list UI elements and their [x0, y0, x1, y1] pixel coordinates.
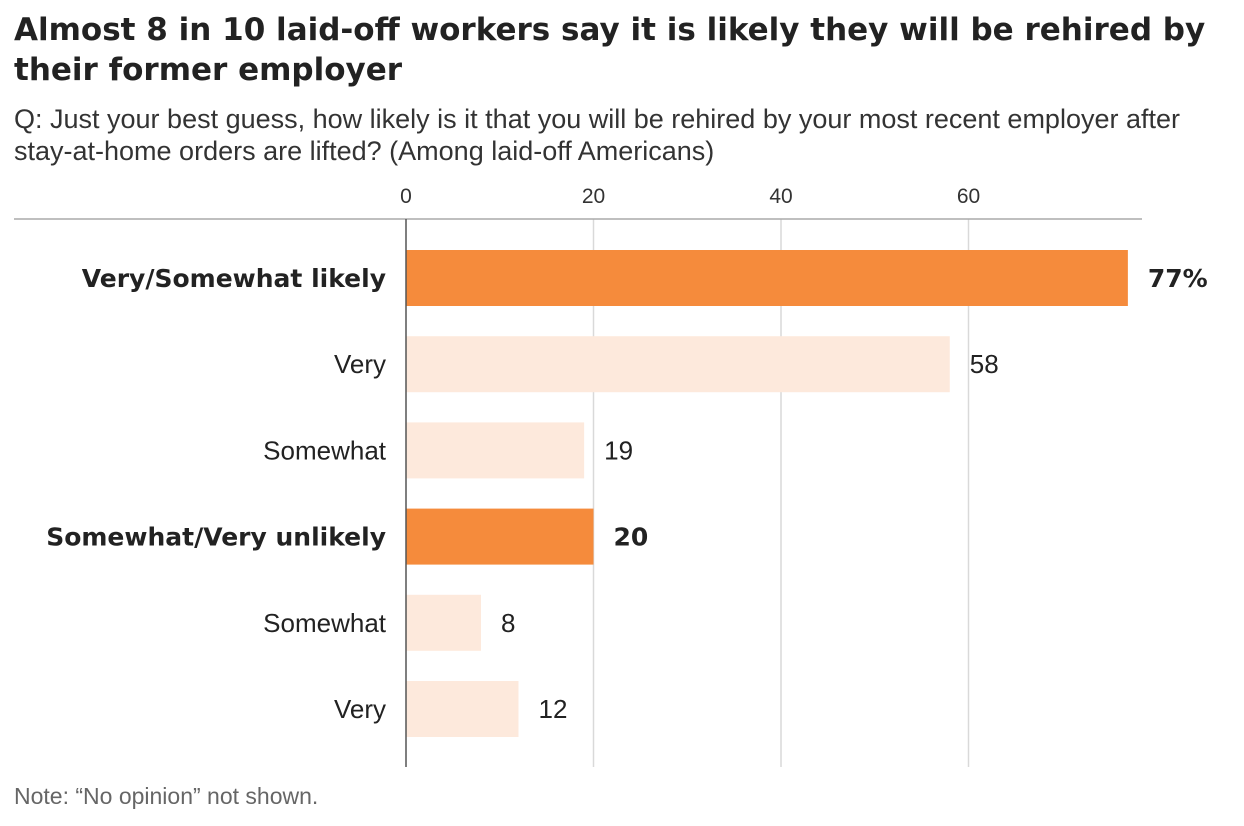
bar — [406, 594, 481, 651]
bars: Very/Somewhat likely 77% Very 58 Somewhat 19 S… — [46, 250, 1208, 737]
chart-note: Note: “No opinion” not shown. — [14, 783, 319, 809]
bar — [406, 422, 585, 479]
category-label: Very/Somewhat likely — [82, 264, 386, 293]
data-label: 20 — [614, 523, 649, 552]
category-label: Very — [334, 349, 386, 379]
category-label: Very — [334, 694, 386, 724]
bar — [406, 250, 1128, 306]
bar-chart: 0 20 40 60 Very/Somewhat likely 77% Very 58 Som… — [14, 185, 1208, 767]
chart-subtitle: Q: Just your best guess, how likely is i… — [14, 104, 1180, 166]
category-label: Somewhat — [263, 608, 387, 638]
x-tick-label: 60 — [957, 185, 980, 208]
gridlines — [592, 219, 970, 767]
data-label: 8 — [501, 608, 515, 638]
x-tick-label: 20 — [582, 185, 605, 208]
data-label: 58 — [970, 349, 999, 379]
category-label: Somewhat/Very unlikely — [46, 523, 386, 552]
data-label: 12 — [539, 694, 568, 724]
category-label: Somewhat — [263, 435, 387, 465]
x-axis-ticks: 0 20 40 60 — [400, 185, 980, 208]
data-label: 19 — [604, 435, 633, 465]
chart-title: Almost 8 in 10 laid-off workers say it i… — [14, 12, 1206, 88]
x-tick-label: 40 — [769, 185, 792, 208]
bar — [406, 508, 594, 565]
data-label: 77% — [1148, 264, 1208, 293]
x-tick-label: 0 — [400, 185, 412, 208]
bar — [406, 336, 950, 393]
bar — [406, 681, 519, 737]
